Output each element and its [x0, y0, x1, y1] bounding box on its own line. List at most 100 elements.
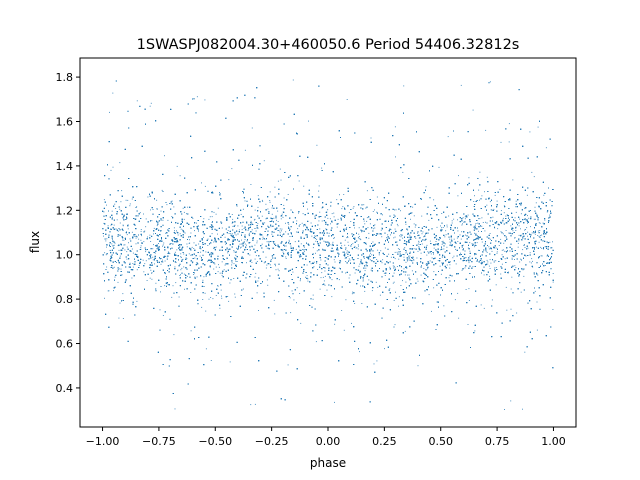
data-point	[381, 227, 383, 229]
data-point	[110, 169, 112, 171]
data-point	[153, 233, 154, 235]
data-point	[544, 265, 546, 266]
data-point	[534, 233, 536, 235]
data-point	[411, 270, 413, 272]
data-point	[282, 216, 284, 218]
data-point	[374, 263, 376, 264]
data-point	[185, 275, 187, 276]
data-point	[490, 262, 492, 264]
data-point	[500, 210, 502, 212]
data-point	[386, 237, 388, 239]
data-point	[517, 242, 519, 244]
data-point	[346, 252, 348, 254]
data-point	[255, 272, 257, 274]
data-point	[397, 248, 399, 250]
data-point	[246, 240, 248, 242]
data-point	[552, 241, 553, 243]
data-point	[366, 220, 368, 222]
data-point	[361, 231, 363, 233]
data-point	[282, 249, 284, 251]
data-point	[400, 285, 402, 286]
data-point	[269, 191, 271, 193]
data-point	[477, 235, 478, 237]
data-point	[231, 214, 233, 215]
data-point	[417, 250, 419, 252]
data-point	[351, 244, 352, 245]
data-point	[501, 254, 503, 256]
data-point	[490, 209, 492, 211]
data-point	[496, 251, 498, 253]
data-point	[525, 220, 527, 222]
data-point	[500, 273, 502, 275]
data-point	[524, 218, 526, 220]
data-point	[359, 238, 361, 240]
data-point	[132, 252, 134, 254]
data-point	[403, 256, 405, 258]
data-point	[533, 176, 535, 178]
data-point	[227, 249, 229, 251]
data-point	[532, 266, 534, 268]
data-point	[277, 268, 279, 270]
data-point	[255, 230, 257, 232]
data-point	[149, 105, 151, 107]
data-point	[463, 248, 464, 249]
data-point	[433, 247, 435, 249]
data-point	[215, 229, 217, 231]
data-point	[307, 280, 309, 282]
data-point	[105, 254, 107, 256]
data-point	[414, 226, 416, 228]
data-point	[131, 277, 133, 279]
data-point	[171, 296, 173, 298]
data-point	[292, 212, 294, 214]
data-point	[265, 218, 267, 220]
data-point	[131, 231, 133, 233]
data-point	[390, 256, 392, 258]
data-point	[413, 258, 415, 260]
data-point	[525, 255, 527, 257]
data-point	[319, 288, 321, 290]
data-point	[538, 241, 540, 243]
data-point	[402, 171, 404, 173]
data-point	[331, 213, 333, 215]
data-point	[176, 165, 178, 167]
data-point	[165, 232, 167, 234]
data-point	[250, 220, 252, 222]
data-point	[259, 238, 261, 240]
data-point	[305, 249, 307, 250]
data-point	[433, 271, 435, 273]
data-point	[176, 231, 178, 233]
data-point	[489, 233, 491, 234]
data-point	[400, 234, 402, 236]
data-point	[538, 222, 540, 224]
data-point	[528, 217, 530, 219]
data-point	[468, 288, 470, 290]
data-point	[368, 279, 370, 281]
data-point	[487, 263, 489, 265]
data-point	[129, 238, 131, 240]
data-point	[413, 223, 415, 225]
data-point	[355, 247, 357, 249]
data-point	[162, 315, 164, 316]
data-point	[110, 224, 112, 226]
data-point	[461, 246, 463, 248]
data-point	[394, 324, 396, 326]
data-point	[536, 301, 538, 303]
data-point	[506, 214, 508, 216]
data-point	[449, 264, 451, 266]
data-point	[341, 245, 343, 247]
data-point	[114, 276, 116, 278]
data-point	[347, 236, 348, 237]
data-point	[418, 240, 420, 242]
data-point	[183, 218, 185, 220]
data-point	[440, 249, 442, 251]
data-point	[285, 258, 287, 259]
data-point	[224, 264, 226, 266]
data-point	[533, 273, 535, 275]
data-point	[457, 219, 458, 221]
data-point	[139, 212, 141, 214]
data-point	[119, 222, 121, 224]
data-point	[378, 254, 380, 256]
data-point	[234, 233, 236, 235]
data-point	[133, 235, 135, 237]
data-point	[354, 303, 356, 304]
